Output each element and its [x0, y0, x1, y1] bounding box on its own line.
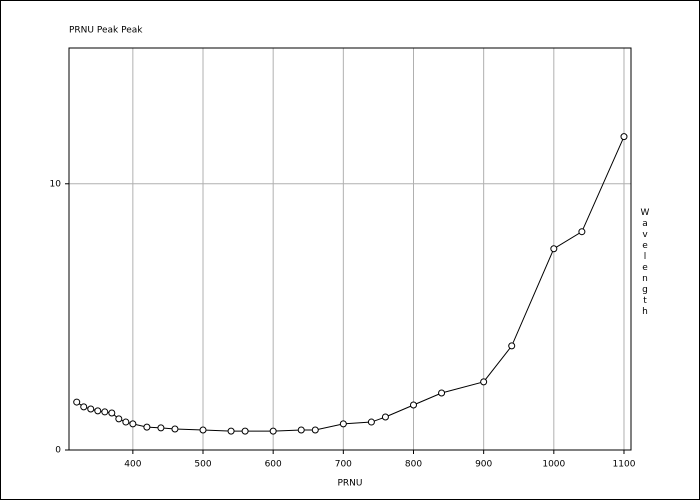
- data-point: [241, 427, 249, 435]
- plot-frame: [68, 47, 632, 451]
- data-point: [87, 405, 95, 413]
- y-tick-label: 0: [55, 446, 61, 456]
- data-point: [227, 427, 235, 435]
- series-line: [76, 136, 625, 432]
- data-point: [578, 228, 586, 236]
- data-point: [80, 403, 88, 411]
- data-point: [311, 426, 319, 434]
- x-tick-label: 800: [405, 460, 422, 470]
- data-point: [129, 420, 137, 428]
- data-point: [73, 398, 81, 406]
- data-point: [550, 245, 558, 253]
- data-point: [409, 401, 417, 409]
- y-axis-label: Wavelength: [640, 208, 650, 318]
- data-point: [480, 378, 488, 386]
- data-point: [115, 415, 123, 423]
- data-point: [438, 389, 446, 397]
- y-tick-label: 10: [50, 179, 62, 189]
- data-point: [101, 408, 109, 416]
- data-point: [94, 407, 102, 415]
- x-tick-label: 1000: [542, 460, 565, 470]
- x-tick-label: 400: [124, 460, 141, 470]
- data-point: [367, 418, 375, 426]
- x-tick-label: 600: [265, 460, 282, 470]
- data-point: [269, 427, 277, 435]
- data-point: [508, 342, 516, 350]
- x-tick-label: 700: [335, 460, 352, 470]
- data-point: [381, 413, 389, 421]
- data-point: [199, 426, 207, 434]
- data-point: [297, 426, 305, 434]
- x-tick-label: 1100: [613, 460, 636, 470]
- chart-title: PRNU Peak Peak: [69, 26, 143, 36]
- x-tick-label: 500: [194, 460, 211, 470]
- data-point: [143, 423, 151, 431]
- x-axis-label: PRNU: [337, 479, 362, 489]
- data-point: [171, 425, 179, 433]
- data-point: [339, 420, 347, 428]
- data-point: [620, 133, 628, 141]
- data-point: [122, 418, 130, 426]
- data-point: [108, 409, 116, 417]
- x-tick-label: 900: [475, 460, 492, 470]
- data-point: [157, 424, 165, 432]
